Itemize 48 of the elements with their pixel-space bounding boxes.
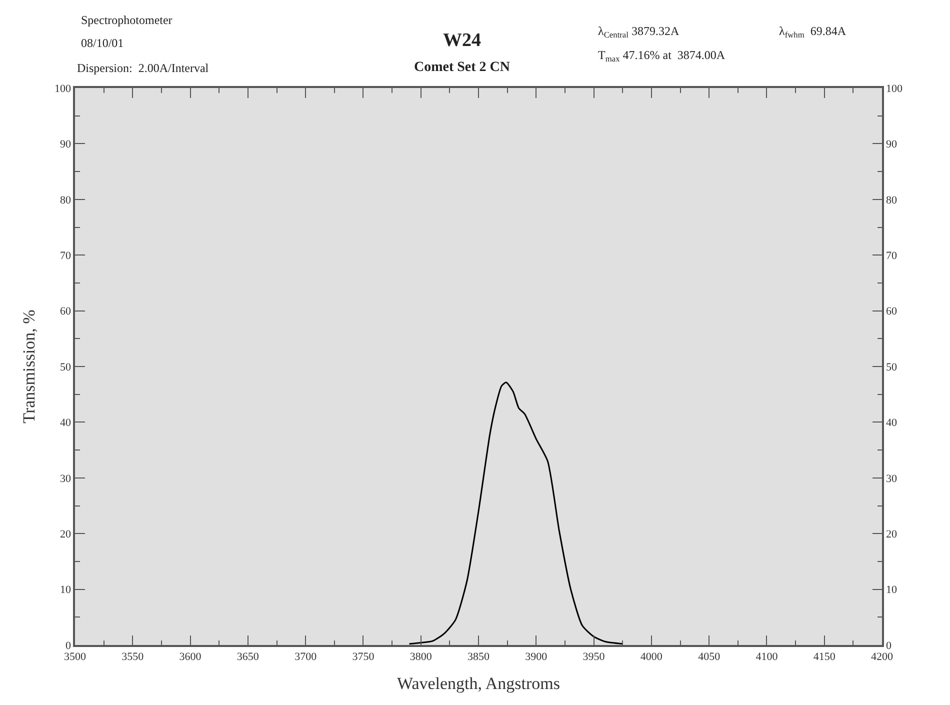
y2-tick-label: 40	[886, 417, 898, 430]
x-tick-label: 4150	[813, 650, 836, 663]
y-tick-label: 40	[60, 417, 72, 430]
y2-tick-label: 60	[886, 306, 898, 318]
y-axis-title: Transmission, %	[20, 310, 39, 424]
y-tick-label: 90	[60, 138, 72, 151]
y2-tick-label: 100	[886, 82, 903, 95]
y2-tick-label: 0	[886, 640, 892, 652]
text: 08/10/01	[81, 36, 124, 50]
x-tick-label: 3500	[64, 650, 86, 663]
text: T$_{max}$ 47.16% at 3874.00A	[598, 48, 726, 64]
y-tick-label: 70	[60, 250, 72, 262]
y-tick-label: 10	[60, 584, 72, 596]
y2-tick-label: 90	[886, 138, 898, 151]
text: Dispersion: 2.00A/Interval	[77, 61, 210, 75]
chart-title: W24	[443, 30, 482, 51]
x-tick-label: 4050	[698, 650, 721, 663]
y-tick-label: 20	[60, 528, 72, 540]
x-tick-label: 4200	[871, 650, 894, 663]
text: λ$_{Central}$ 3879.32A	[598, 24, 680, 40]
x-axis-title: Wavelength, Angstroms	[397, 674, 560, 693]
y-tick-label: 50	[60, 361, 72, 374]
line-series	[408, 382, 624, 645]
x-tick-label: 4100	[756, 650, 778, 663]
x-tick-label: 3850	[468, 650, 490, 663]
x-tick-label: 3750	[352, 650, 375, 663]
y2-tick-label: 80	[886, 194, 898, 206]
y2-tick-label: 50	[886, 361, 898, 374]
chart-subtitle: Comet Set 2 CN	[414, 60, 510, 75]
x-tick-label: 3550	[122, 650, 144, 663]
x-tick-label: 3700	[294, 650, 318, 663]
x-tick-label: 3950	[582, 650, 606, 663]
y-tick-label: 100	[54, 82, 72, 95]
y-tick-label: 60	[60, 306, 72, 318]
x-tick-label: 4000	[640, 650, 663, 663]
x-tick-label: 3650	[236, 650, 260, 663]
x-tick-label: 3800	[410, 650, 432, 663]
y2-tick-label: 70	[886, 250, 898, 262]
y2-tick-label: 30	[886, 472, 898, 485]
x-tick-label: 3600	[179, 650, 202, 663]
y-tick-label: 0	[66, 640, 72, 652]
y-tick-label: 80	[60, 194, 72, 206]
x-tick-label: 3900	[525, 650, 548, 663]
text: Spectrophotometer	[81, 13, 172, 27]
y-tick-label: 30	[60, 472, 72, 485]
y2-tick-label: 10	[886, 584, 898, 596]
y2-tick-label: 20	[886, 528, 898, 540]
text: λ$_{fwhm}$ 69.84A	[779, 24, 846, 40]
